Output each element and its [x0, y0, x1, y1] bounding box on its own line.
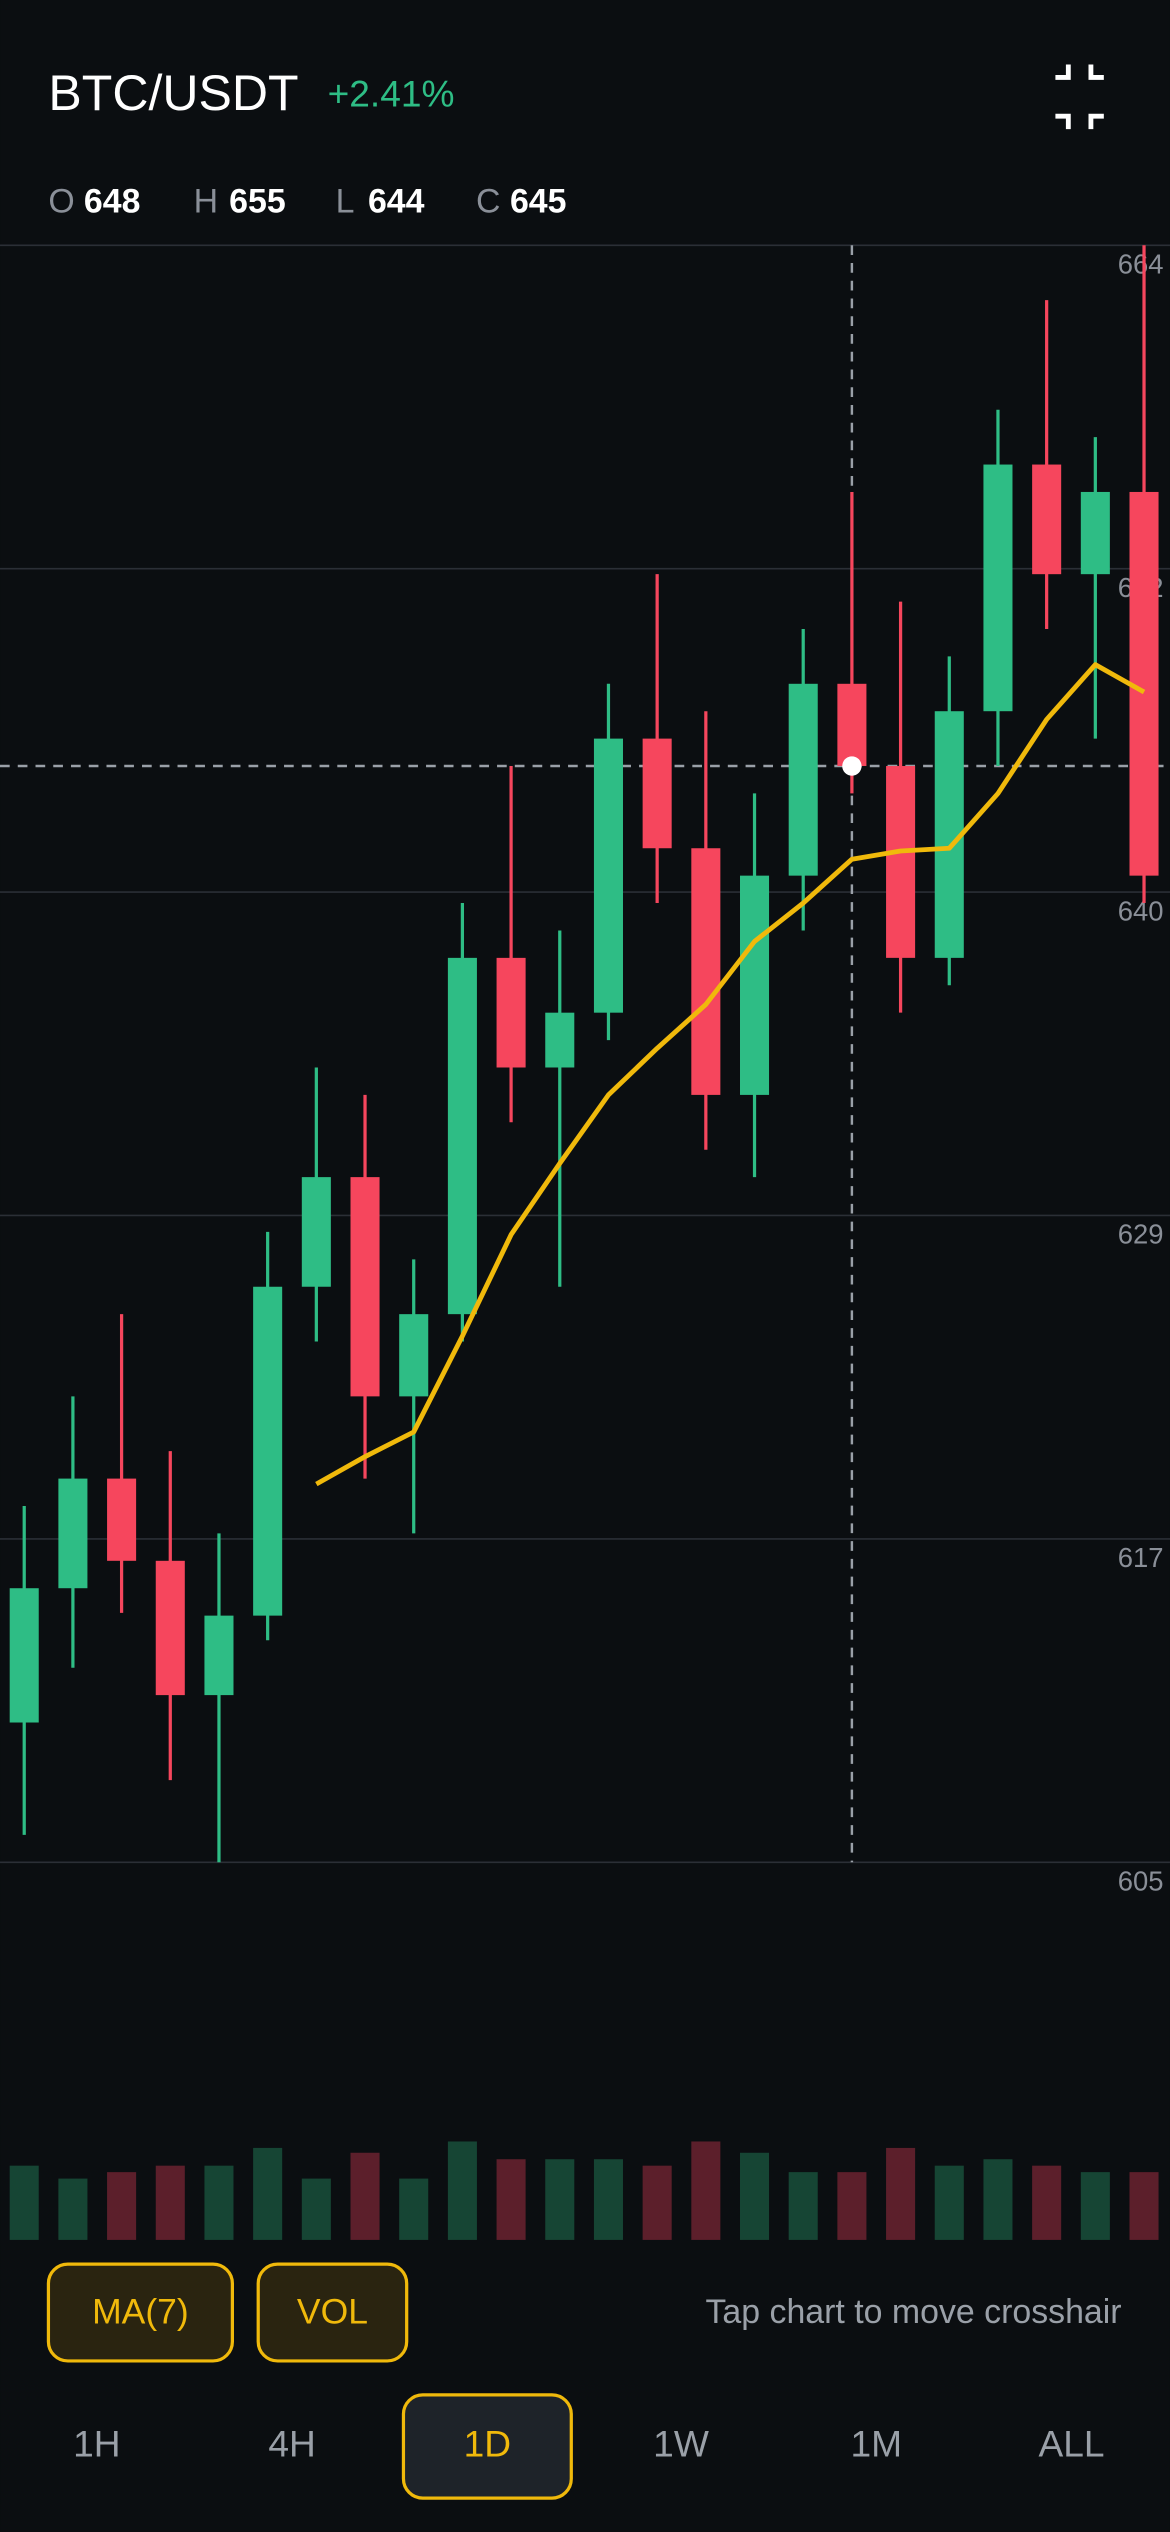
timeframe-tab[interactable]: ALL [1039, 2422, 1105, 2464]
y-tick-label: 629 [1118, 1219, 1164, 1250]
candle-body [691, 848, 721, 1095]
volume-bar [691, 2141, 721, 2240]
change-percent: +2.41% [328, 73, 455, 115]
indicator-label[interactable]: MA(7) [92, 2292, 189, 2332]
ma-line [315, 662, 1146, 1487]
candle-body [253, 1286, 283, 1616]
candle-body [1080, 491, 1110, 575]
candle-body [642, 738, 672, 849]
y-tick-label: 617 [1118, 1542, 1164, 1573]
candle-body [496, 957, 526, 1068]
volume-bar [934, 2165, 964, 2240]
candle-body [9, 1588, 39, 1723]
volume-bar [740, 2152, 770, 2240]
volume-bar [204, 2165, 234, 2240]
candle-body [837, 683, 867, 767]
volume-bar [642, 2165, 672, 2240]
candle-body [788, 683, 818, 876]
y-tick-label: 605 [1118, 1866, 1164, 1897]
exit-fullscreen-icon[interactable] [1055, 64, 1104, 130]
indicator-button[interactable] [256, 2262, 409, 2363]
volume-bar [107, 2172, 137, 2240]
volume-bar [9, 2165, 39, 2240]
y-tick-label: 640 [1118, 895, 1164, 926]
candle-body [886, 766, 916, 958]
candle-body [983, 464, 1013, 712]
ohlc-value: 655 [229, 182, 286, 220]
volume-bar [496, 2159, 526, 2240]
volume-bar [593, 2159, 623, 2240]
volume-bar [788, 2172, 818, 2240]
volume-bar [350, 2152, 380, 2240]
candle-body [447, 957, 477, 1315]
candle-body [399, 1314, 429, 1397]
candle-body [350, 1177, 380, 1397]
volume-bar [1080, 2172, 1110, 2240]
candle-body [593, 738, 623, 1013]
controls: MA(7) VOL Tap chart to move crosshair 1H 4H 1… [46, 2262, 1122, 2500]
volume-bar [545, 2159, 575, 2240]
indicator-button[interactable] [46, 2262, 235, 2363]
candle-body [1032, 464, 1062, 575]
volume-bar [399, 2178, 429, 2240]
candle-body [155, 1560, 185, 1696]
volume-bar [1129, 2172, 1159, 2240]
candle-body [107, 1478, 137, 1561]
pair-title: BTC/USDT [48, 65, 298, 121]
candle-body [301, 1177, 331, 1287]
timeframe-selected-box[interactable] [401, 2393, 573, 2500]
indicator-label[interactable]: VOL [297, 2292, 368, 2332]
timeframe-tab[interactable]: 1W [653, 2422, 709, 2464]
candle-body [740, 875, 770, 1095]
candle-body [204, 1615, 234, 1696]
crosshair-dot [842, 756, 862, 776]
volume-bar [837, 2172, 867, 2240]
chart-area[interactable]: 605617629640652664 [0, 244, 1170, 1897]
volume-bar [1032, 2165, 1062, 2240]
volume-bar [983, 2159, 1013, 2240]
timeframe-tab[interactable]: 4H [268, 2422, 315, 2464]
ohlc-label: C [476, 182, 500, 220]
volume-bar [447, 2141, 477, 2240]
volume-bar [886, 2147, 916, 2240]
timeframe-tab[interactable]: 1D [464, 2422, 511, 2464]
ohlc-label: H [194, 182, 218, 220]
candle-body [545, 1012, 575, 1068]
ohlc-value: 648 [84, 182, 141, 220]
timeframe-tab[interactable]: 1H [73, 2422, 120, 2464]
volume-bar [155, 2165, 185, 2240]
volume-bar [253, 2147, 283, 2240]
candle-body [58, 1478, 88, 1589]
volume-area [9, 2141, 1159, 2240]
volume-bar [58, 2178, 88, 2240]
timeframe-tab[interactable]: 1M [851, 2422, 903, 2464]
hint-text: Tap chart to move crosshair [705, 2293, 1121, 2331]
y-tick-label: 664 [1118, 249, 1164, 280]
volume-bar [301, 2178, 331, 2240]
ohlc-label: O [48, 182, 74, 220]
ohlc-label: L [336, 182, 355, 220]
ohlc-value: 645 [510, 182, 567, 220]
ohlc-value: 644 [368, 182, 425, 220]
